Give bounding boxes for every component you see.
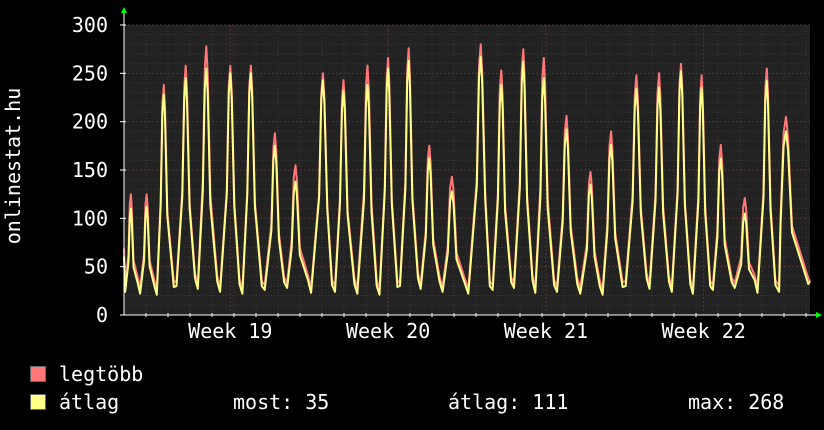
series-line-atlag: [123, 55, 811, 296]
legend-swatch-avg: [30, 394, 46, 410]
y-tick-label: 300: [72, 13, 108, 37]
y-axis-arrow: [121, 7, 127, 13]
series-layer: [123, 43, 811, 296]
x-tick-label: Week 19: [188, 319, 272, 343]
y-axis-label: onlinestat.hu: [1, 88, 25, 245]
legend-label-avg: átlag: [59, 390, 120, 414]
legend-label-max: legtöbb: [59, 362, 144, 386]
y-tick-label: 150: [72, 158, 108, 182]
x-axis-arrow: [816, 312, 822, 318]
y-tick-label: 100: [72, 206, 108, 230]
stat-max: max: 268: [688, 390, 785, 414]
y-tick-label: 250: [72, 61, 108, 85]
x-tick-label: Week 21: [504, 319, 588, 343]
y-tick-label: 200: [72, 110, 108, 134]
legend-row-avg: átlag most: 35 átlag: 111 max: 268: [30, 391, 810, 413]
label-layer: 0 50 100 150 200 250 300 Week 19 Week 20 Week 21 W…: [1, 13, 746, 343]
x-tick-label: Week 22: [662, 319, 746, 343]
stat-most: most: 35: [233, 390, 330, 414]
stat-atlag: átlag: 111: [448, 390, 569, 414]
y-tick-label: 0: [96, 303, 108, 327]
x-tick-label: Week 20: [346, 319, 430, 343]
axis-layer: [120, 7, 822, 318]
legend-swatch-max: [30, 366, 46, 382]
y-tick-label: 50: [84, 255, 108, 279]
